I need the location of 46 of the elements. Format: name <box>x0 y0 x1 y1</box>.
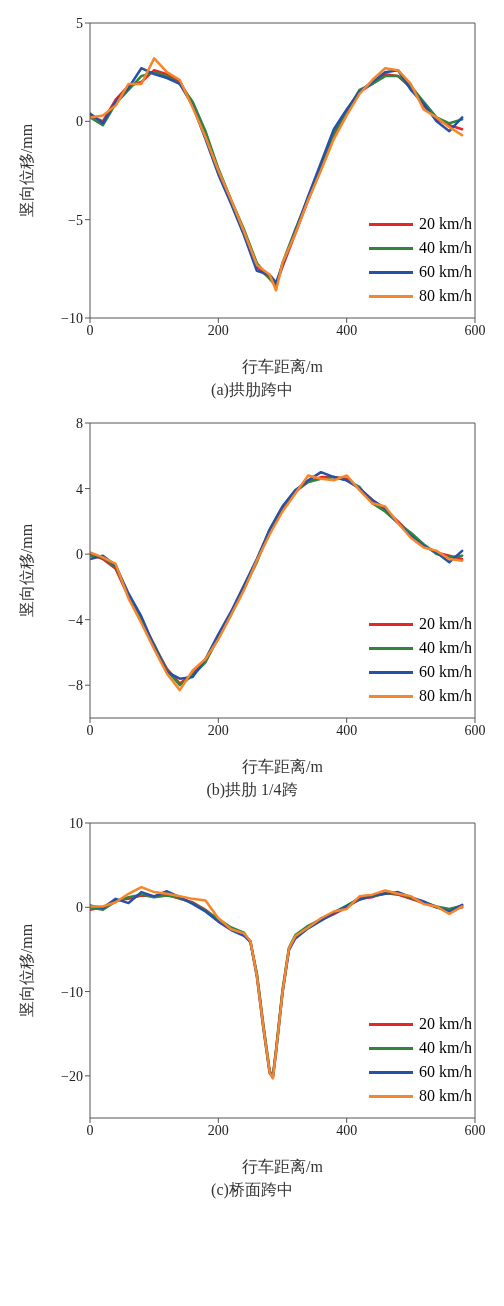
x-axis-title: 行车距离/m <box>242 358 324 375</box>
y-tick-label: 0 <box>76 547 83 563</box>
x-tick-label: 600 <box>464 322 486 338</box>
legend-label: 20 km/h <box>419 1014 472 1034</box>
x-axis-title: 行车距离/m <box>242 758 324 775</box>
legend-label: 80 km/h <box>419 1086 472 1106</box>
y-tick-label: −4 <box>68 612 83 628</box>
x-tick-label: 400 <box>336 722 358 738</box>
text: (a)拱肋跨中 <box>210 380 294 401</box>
x-tick-label: 200 <box>207 322 229 338</box>
legend-label: 40 km/h <box>419 238 472 258</box>
y-tick-label: −10 <box>61 310 83 326</box>
legend-label: 60 km/h <box>419 1062 472 1082</box>
legend-label: 60 km/h <box>419 662 472 682</box>
x-tick-label: 0 <box>86 322 94 338</box>
x-tick-label: 400 <box>336 1122 358 1138</box>
x-tick-label: 600 <box>464 1122 486 1138</box>
y-tick-label: 0 <box>76 900 83 916</box>
x-tick-label: 200 <box>207 1122 229 1138</box>
y-tick-label: −8 <box>68 678 83 694</box>
x-tick-label: 200 <box>207 722 229 738</box>
legend-label: 40 km/h <box>419 1038 472 1058</box>
legend-label: 80 km/h <box>419 686 472 706</box>
y-axis-title: 竖向位移/mm <box>17 523 35 618</box>
y-tick-label: 5 <box>76 15 83 31</box>
legend-label: 20 km/h <box>419 214 472 234</box>
x-tick-label: 0 <box>86 1122 94 1138</box>
y-tick-label: 4 <box>76 481 83 497</box>
legend-label: 60 km/h <box>419 262 472 282</box>
y-tick-label: −5 <box>68 212 83 228</box>
x-tick-label: 600 <box>464 722 486 738</box>
y-tick-label: −20 <box>61 1068 83 1084</box>
y-tick-label: 8 <box>76 415 83 431</box>
y-axis-title: 竖向位移/mm <box>17 123 35 218</box>
y-axis-title: 竖向位移/mm <box>17 923 35 1018</box>
text: (b)拱肋 1/4跨 <box>205 780 299 801</box>
x-axis-title: 行车距离/m <box>242 1158 324 1175</box>
y-tick-label: 0 <box>76 114 83 130</box>
text: (c)桥面跨中 <box>210 1180 294 1201</box>
x-tick-label: 0 <box>86 722 94 738</box>
x-tick-label: 400 <box>336 322 358 338</box>
legend-label: 20 km/h <box>419 614 472 634</box>
legend-label: 40 km/h <box>419 638 472 658</box>
legend-label: 80 km/h <box>419 286 472 306</box>
y-tick-label: −10 <box>61 984 83 1000</box>
y-tick-label: 10 <box>69 815 83 831</box>
